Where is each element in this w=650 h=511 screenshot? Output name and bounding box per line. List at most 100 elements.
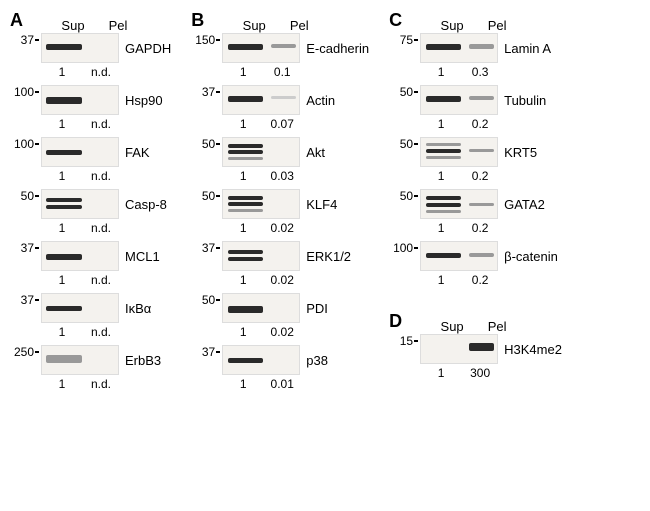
header-pel: Pel bbox=[103, 18, 133, 33]
header-pel: Pel bbox=[284, 18, 314, 33]
gel-image bbox=[222, 241, 300, 271]
quantification: 1n.d. bbox=[40, 273, 171, 287]
lane-sup bbox=[421, 86, 465, 114]
panel-c: C Sup Pel 75Lamin A10.350Tubulin10.250KR… bbox=[389, 10, 562, 293]
quantification: 10.2 bbox=[419, 169, 562, 183]
gel-image bbox=[222, 85, 300, 115]
lane-sup bbox=[42, 242, 86, 270]
protein-label: MCL1 bbox=[125, 249, 160, 264]
lane-pel bbox=[465, 335, 497, 363]
blot-row: 37GAPDH bbox=[10, 33, 171, 63]
figure: A Sup Pel 37GAPDH1n.d.100Hsp901n.d.100FA… bbox=[10, 10, 640, 397]
mw-dash bbox=[414, 39, 418, 41]
rows-c: 75Lamin A10.350Tubulin10.250KRT510.250GA… bbox=[389, 33, 562, 293]
lane-sup bbox=[421, 138, 465, 166]
lane-sup bbox=[223, 138, 267, 166]
panel-b: B Sup Pel 150E-cadherin10.137Actin10.075… bbox=[191, 10, 369, 397]
value-pel: 0.01 bbox=[265, 377, 299, 391]
lane-pel bbox=[465, 34, 497, 62]
gel-image bbox=[222, 189, 300, 219]
band bbox=[228, 157, 263, 160]
lane-pel bbox=[465, 86, 497, 114]
lane-pel bbox=[268, 138, 300, 166]
gel-image bbox=[41, 137, 119, 167]
mw-marker: 100 bbox=[10, 137, 34, 151]
quantification: 10.2 bbox=[419, 273, 562, 287]
blot-row: 50Casp-8 bbox=[10, 189, 171, 219]
blot-row: 100 FAK bbox=[10, 137, 171, 167]
band bbox=[228, 96, 263, 102]
blot-row: 50Tubulin bbox=[389, 85, 562, 115]
panel-label-d: D bbox=[389, 311, 402, 332]
band bbox=[426, 253, 461, 258]
mw-dash bbox=[35, 351, 39, 353]
gel-image bbox=[41, 293, 119, 323]
band bbox=[46, 97, 81, 104]
value-sup: 1 bbox=[221, 377, 265, 391]
protein-label: FAK bbox=[125, 145, 150, 160]
gel-image bbox=[41, 189, 119, 219]
value-pel: 0.2 bbox=[463, 221, 497, 235]
lane-pel bbox=[268, 34, 300, 62]
protein-label: Casp-8 bbox=[125, 197, 167, 212]
quantification: 1n.d. bbox=[40, 65, 171, 79]
header-sup: Sup bbox=[428, 319, 476, 334]
value-sup: 1 bbox=[419, 169, 463, 183]
quantification: 1n.d. bbox=[40, 377, 171, 391]
value-sup: 1 bbox=[40, 325, 84, 339]
mw-dash bbox=[414, 195, 418, 197]
blot-row: 50PDI bbox=[191, 293, 369, 323]
mw-marker: 37 bbox=[191, 345, 215, 359]
gel-image bbox=[222, 33, 300, 63]
band bbox=[426, 44, 461, 50]
quantification: 10.03 bbox=[221, 169, 369, 183]
quantification: 1n.d. bbox=[40, 325, 171, 339]
lane-pel bbox=[86, 294, 118, 322]
value-pel: n.d. bbox=[84, 117, 118, 131]
protein-label: Hsp90 bbox=[125, 93, 163, 108]
band bbox=[271, 44, 296, 48]
quantification: 10.3 bbox=[419, 65, 562, 79]
band bbox=[228, 250, 263, 254]
value-pel: 0.07 bbox=[265, 117, 299, 131]
blot-row: 250ErbB3 bbox=[10, 345, 171, 375]
band bbox=[228, 209, 263, 212]
mw-dash bbox=[414, 340, 418, 342]
value-sup: 1 bbox=[419, 366, 463, 380]
protein-label: Lamin A bbox=[504, 41, 551, 56]
mw-marker: 50 bbox=[389, 189, 413, 203]
mw-dash bbox=[216, 351, 220, 353]
quantification: 1300 bbox=[419, 366, 562, 380]
quantification: 10.07 bbox=[221, 117, 369, 131]
mw-dash bbox=[216, 195, 220, 197]
protein-label: ErbB3 bbox=[125, 353, 161, 368]
value-pel: 0.02 bbox=[265, 325, 299, 339]
band bbox=[46, 254, 81, 260]
lane-sup bbox=[223, 242, 267, 270]
lane-sup bbox=[42, 294, 86, 322]
value-sup: 1 bbox=[40, 117, 84, 131]
protein-label: GATA2 bbox=[504, 197, 545, 212]
lane-sup bbox=[421, 190, 465, 218]
blot-row: 37 p38 bbox=[191, 345, 369, 375]
quantification: 10.02 bbox=[221, 325, 369, 339]
band bbox=[469, 203, 494, 206]
band bbox=[228, 306, 263, 313]
protein-label: PDI bbox=[306, 301, 328, 316]
lane-sup bbox=[223, 190, 267, 218]
lane-sup bbox=[42, 138, 86, 166]
protein-label: E-cadherin bbox=[306, 41, 369, 56]
quantification: 10.02 bbox=[221, 221, 369, 235]
blot-row: 50KLF4 bbox=[191, 189, 369, 219]
band bbox=[426, 203, 461, 207]
protein-label: p38 bbox=[306, 353, 328, 368]
protein-label: β-catenin bbox=[504, 249, 558, 264]
gel-image bbox=[420, 334, 498, 364]
blot-row: 37MCL1 bbox=[10, 241, 171, 271]
value-sup: 1 bbox=[40, 221, 84, 235]
mw-marker: 15 bbox=[389, 334, 413, 348]
value-sup: 1 bbox=[221, 169, 265, 183]
band bbox=[426, 210, 461, 213]
band bbox=[46, 198, 81, 202]
mw-dash bbox=[216, 39, 220, 41]
